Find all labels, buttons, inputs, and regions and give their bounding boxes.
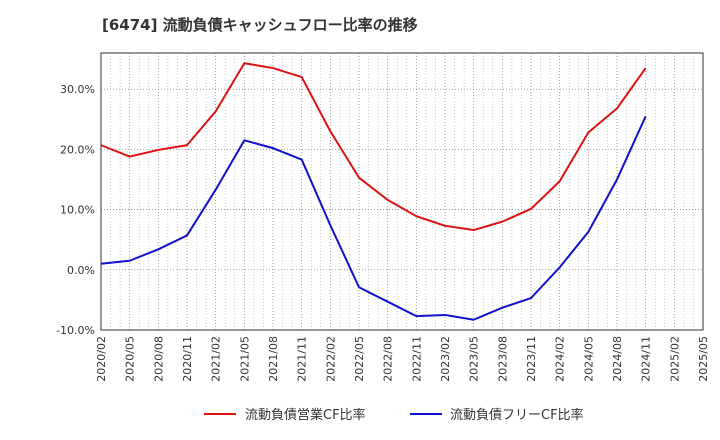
x-tick-label: 2024/02 [554, 336, 567, 382]
x-tick-label: 2020/11 [181, 336, 194, 382]
x-tick-label: 2022/11 [410, 336, 423, 382]
legend-label-operating-cf: 流動負債営業CF比率 [245, 407, 366, 423]
x-tick-label: 2023/02 [439, 336, 452, 382]
y-tick-label: 0.0% [67, 264, 95, 277]
x-tick-label: 2020/08 [152, 336, 165, 382]
x-tick-label: 2023/05 [468, 336, 481, 382]
x-tick-label: 2022/05 [353, 336, 366, 382]
x-tick-label: 2022/08 [382, 336, 395, 382]
x-tick-label: 2021/02 [210, 336, 223, 382]
x-tick-label: 2025/02 [668, 336, 681, 382]
x-tick-label: 2020/02 [95, 336, 108, 382]
x-tick-label: 2021/08 [267, 336, 280, 382]
x-tick-label: 2020/05 [124, 336, 137, 382]
legend-label-free-cf: 流動負債フリーCF比率 [450, 407, 584, 423]
series-line-operating-cf [100, 62, 647, 232]
legend: 流動負債営業CF比率 流動負債フリーCF比率 [204, 407, 584, 423]
y-tick-label: 30.0% [60, 83, 95, 96]
x-tick-label: 2023/08 [496, 336, 509, 382]
x-tick-label: 2023/11 [525, 336, 538, 382]
y-tick-label: 20.0% [60, 143, 95, 156]
y-tick-label: 10.0% [60, 204, 95, 217]
x-tick-label: 2024/11 [640, 336, 653, 382]
plot-frame [100, 52, 704, 331]
x-tick-label: 2025/05 [697, 336, 710, 382]
x-tick-label: 2021/05 [238, 336, 251, 382]
x-tick-label: 2022/02 [324, 336, 337, 382]
x-tick-label: 2024/05 [582, 336, 595, 382]
chart-title: [6474] 流動負債キャッシュフロー比率の推移 [102, 16, 418, 34]
x-tick-label: 2021/11 [296, 336, 309, 382]
series-lines [100, 62, 647, 321]
y-axis: -10.0% 0.0% 10.0% 20.0% 30.0% [56, 83, 95, 337]
y-tick-label: -10.0% [56, 324, 95, 337]
x-axis: 2020/02 2020/05 2020/08 2020/11 2021/02 2021/… [95, 336, 710, 382]
series-line-free-cf [100, 115, 647, 321]
x-tick-label: 2024/08 [611, 336, 624, 382]
